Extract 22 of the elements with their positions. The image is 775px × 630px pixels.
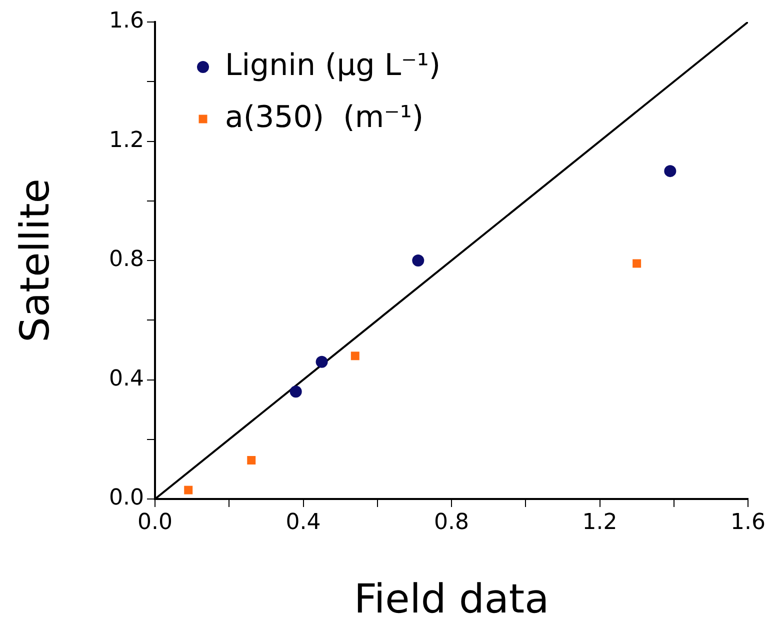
- point: [247, 456, 256, 464]
- point: [664, 165, 676, 178]
- x-tick-label: 0.4: [286, 510, 321, 535]
- legend-label: a(350) (m⁻¹): [225, 100, 424, 135]
- y-tick-label: 0.4: [109, 366, 144, 392]
- point: [632, 259, 642, 268]
- x-tick-label: 0.8: [434, 510, 469, 535]
- legend-label: Lignin (µg L⁻¹): [225, 48, 441, 83]
- y-tick-label: 1.2: [109, 128, 144, 153]
- y-tick-label: 0.8: [109, 247, 144, 272]
- x-tick-label: 1.6: [730, 510, 766, 535]
- y-tick-label: 1.6: [109, 8, 144, 34]
- x-axis-title: Field data: [354, 576, 550, 622]
- point: [316, 356, 328, 368]
- y-axis-title: Satellite: [12, 178, 58, 342]
- y-tick-label: 0.0: [109, 486, 144, 511]
- point: [350, 352, 360, 360]
- point: [290, 386, 302, 398]
- point: [412, 254, 424, 266]
- x-tick-label: 0.0: [138, 510, 172, 535]
- point: [184, 486, 193, 494]
- x-tick-label: 1.2: [582, 510, 618, 535]
